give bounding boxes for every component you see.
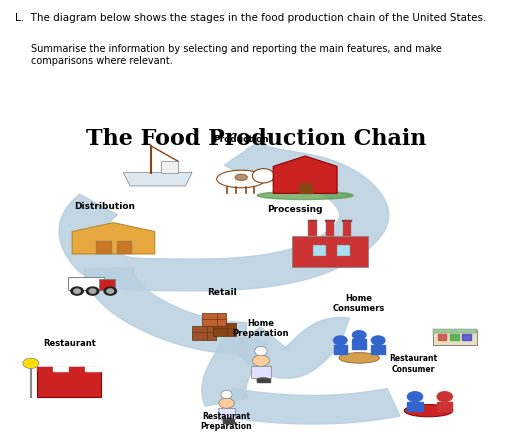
Circle shape	[71, 287, 83, 295]
Bar	[257, 379, 269, 382]
Circle shape	[74, 289, 80, 293]
Text: Distribution: Distribution	[74, 202, 135, 211]
Bar	[308, 220, 316, 236]
Circle shape	[89, 289, 96, 293]
Ellipse shape	[257, 378, 269, 382]
Bar	[433, 329, 477, 333]
Bar	[325, 220, 334, 222]
Polygon shape	[202, 335, 268, 406]
Circle shape	[107, 289, 114, 293]
Circle shape	[252, 169, 274, 183]
Bar	[68, 277, 103, 290]
Circle shape	[371, 336, 385, 345]
Bar	[450, 334, 459, 340]
Text: Restaurant
Consumer: Restaurant Consumer	[389, 354, 437, 373]
Text: Home
Preparation: Home Preparation	[232, 319, 289, 338]
Bar	[462, 334, 471, 340]
Bar	[37, 368, 101, 396]
Circle shape	[23, 358, 39, 369]
Polygon shape	[59, 142, 389, 291]
Bar	[433, 330, 477, 345]
Text: Restaurant
Preparation: Restaurant Preparation	[201, 412, 252, 431]
Text: Processing: Processing	[268, 205, 323, 214]
Bar	[326, 220, 334, 236]
Polygon shape	[408, 401, 422, 411]
Bar	[69, 368, 85, 371]
Bar	[292, 236, 368, 267]
Ellipse shape	[235, 174, 247, 181]
Bar	[438, 334, 446, 340]
Polygon shape	[232, 317, 350, 378]
Bar	[53, 368, 69, 371]
Polygon shape	[99, 279, 115, 290]
Text: Retail: Retail	[207, 288, 237, 297]
Polygon shape	[273, 156, 337, 193]
Text: Summarise the information by selecting and reporting the main features, and make: Summarise the information by selecting a…	[31, 44, 441, 66]
Polygon shape	[437, 401, 452, 411]
Polygon shape	[352, 339, 366, 349]
Text: Production: Production	[214, 135, 269, 144]
Text: L.  The diagram below shows the stages in the food production chain of the Unite: L. The diagram below shows the stages in…	[15, 13, 487, 23]
Polygon shape	[221, 389, 400, 424]
Text: Restaurant: Restaurant	[43, 339, 96, 348]
Bar	[202, 313, 226, 326]
Bar	[192, 326, 216, 340]
Circle shape	[333, 336, 347, 345]
Text: The Food Production Chain: The Food Production Chain	[86, 128, 426, 150]
Polygon shape	[218, 408, 236, 419]
Circle shape	[219, 398, 234, 408]
Ellipse shape	[404, 404, 453, 417]
Bar	[213, 323, 237, 336]
Bar	[117, 241, 133, 254]
Polygon shape	[251, 365, 271, 378]
Bar	[343, 220, 351, 236]
Ellipse shape	[339, 353, 379, 363]
Bar	[223, 420, 234, 423]
Ellipse shape	[257, 191, 353, 199]
Bar	[299, 183, 311, 193]
Ellipse shape	[221, 390, 232, 399]
Bar	[96, 241, 112, 254]
Circle shape	[87, 287, 99, 295]
Polygon shape	[371, 345, 385, 354]
Circle shape	[104, 287, 116, 295]
Polygon shape	[123, 173, 192, 186]
Polygon shape	[72, 223, 155, 254]
Polygon shape	[84, 268, 247, 354]
Circle shape	[408, 392, 422, 401]
Bar	[312, 245, 326, 256]
Ellipse shape	[217, 170, 266, 188]
Polygon shape	[333, 345, 347, 354]
Bar	[342, 220, 352, 222]
Ellipse shape	[223, 419, 234, 422]
Bar	[85, 368, 101, 371]
Circle shape	[252, 355, 269, 366]
Polygon shape	[161, 161, 178, 173]
Bar	[336, 245, 350, 256]
Ellipse shape	[255, 346, 267, 356]
Circle shape	[352, 331, 366, 339]
Circle shape	[437, 392, 452, 401]
Bar	[308, 220, 317, 222]
Bar	[37, 368, 53, 371]
Text: Home
Consumers: Home Consumers	[333, 294, 386, 313]
